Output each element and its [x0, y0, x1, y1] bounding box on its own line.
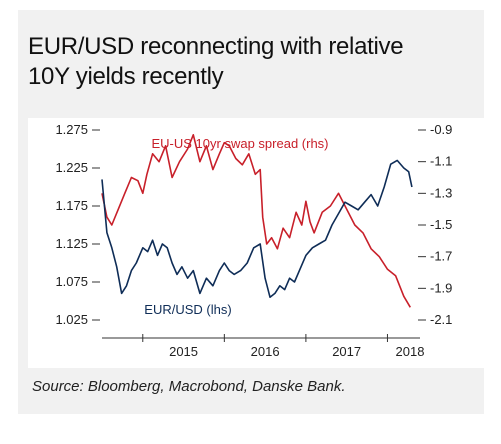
chart-title: EUR/USD reconnecting with relative 10Y y…	[28, 32, 478, 92]
chart-title-line-1: EUR/USD reconnecting with relative	[28, 33, 404, 60]
chart-title-line-2: 10Y yields recently	[28, 63, 224, 90]
x-tick-label: 2017	[332, 344, 361, 359]
left-tick-label: 1.125	[55, 236, 88, 251]
right-tick-label: -1.7	[430, 249, 452, 264]
plot-area: 1.275 1.225 1.175 1.125 1.075 1.025 -0.9 -1.1 -1…	[28, 118, 486, 368]
right-tick-label: -1.5	[430, 217, 452, 232]
left-tick-label: 1.225	[55, 160, 88, 175]
series-line-eurusd	[101, 159, 413, 298]
left-tick-label: 1.075	[55, 274, 88, 289]
series-lines	[101, 134, 413, 308]
axes: 1.275 1.225 1.175 1.125 1.075 1.025 -0.9 -1.1 -1…	[55, 122, 452, 359]
right-tick-label: -1.3	[430, 185, 452, 200]
right-tick-label: -1.1	[430, 154, 452, 169]
source-note: Source: Bloomberg, Macrobond, Danske Ban…	[32, 378, 346, 395]
line-chart: 1.275 1.225 1.175 1.125 1.075 1.025 -0.9 -1.1 -1…	[55, 122, 452, 359]
left-tick-label: 1.025	[55, 312, 88, 327]
eurusd-label: EUR/USD (lhs)	[144, 302, 231, 317]
right-tick-label: -0.9	[430, 122, 452, 137]
x-tick-label: 2018	[396, 344, 425, 359]
x-tick-label: 2015	[169, 344, 198, 359]
chart-card: EUR/USD reconnecting with relative 10Y y…	[18, 10, 486, 414]
series-line-swap-spread	[101, 134, 411, 308]
left-tick-label: 1.175	[55, 198, 88, 213]
right-tick-label: -2.1	[430, 312, 452, 327]
series-labels: EU-US 10yr swap spread (rhs) EUR/USD (lhs…	[144, 136, 328, 317]
x-tick-label: 2016	[251, 344, 280, 359]
left-tick-label: 1.275	[55, 122, 88, 137]
right-tick-label: -1.9	[430, 280, 452, 295]
swap-spread-label: EU-US 10yr swap spread (rhs)	[152, 136, 329, 151]
